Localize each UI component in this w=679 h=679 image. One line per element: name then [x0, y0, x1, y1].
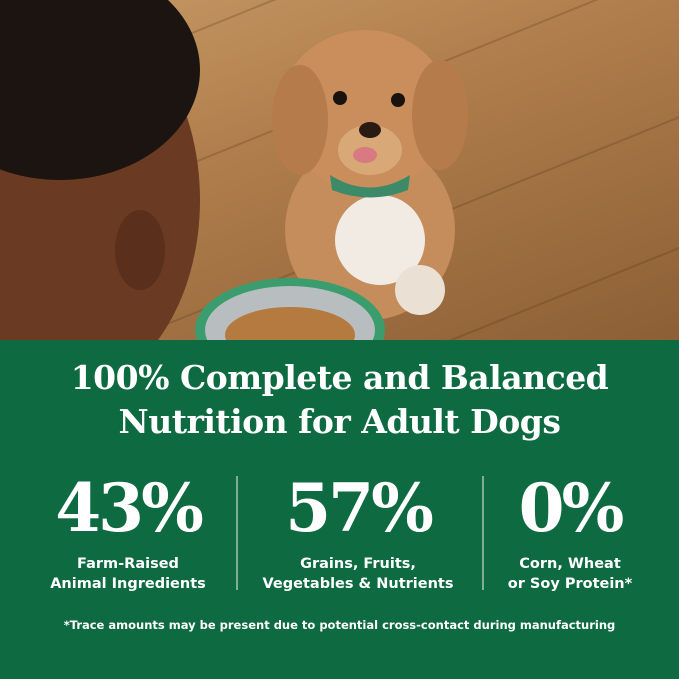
stat-label-line-2: or Soy Protein*: [507, 576, 633, 592]
stat-value: 57%: [285, 469, 434, 547]
footnote: *Trace amounts may be present due to pot…: [63, 618, 616, 632]
headline-line-2: Nutrition for Adult Dogs: [118, 402, 561, 441]
divider: [236, 476, 238, 590]
stat-label-line-1: Corn, Wheat: [519, 556, 621, 572]
stat-value: 43%: [55, 469, 204, 547]
stat-animal-ingredients: 43% Farm-Raised Animal Ingredients: [18, 468, 238, 594]
stat-label-line-2: Animal Ingredients: [50, 576, 206, 592]
headline-line-1: 100% Complete and Balanced: [70, 358, 609, 397]
stat-value: 0%: [518, 469, 625, 547]
divider: [482, 476, 484, 590]
nutrition-panel: [0, 340, 679, 679]
stat-corn-wheat-soy: 0% Corn, Wheat or Soy Protein*: [460, 468, 679, 594]
product-photo: [0, 0, 679, 340]
stat-grains-fruits: 57% Grains, Fruits, Vegetables & Nutrien…: [248, 468, 468, 594]
stat-label-line-2: Vegetables & Nutrients: [262, 576, 454, 592]
dog-and-owner-illustration: [0, 0, 468, 340]
stat-label-line-1: Farm-Raised: [77, 556, 179, 572]
stat-label-line-1: Grains, Fruits,: [300, 556, 416, 572]
